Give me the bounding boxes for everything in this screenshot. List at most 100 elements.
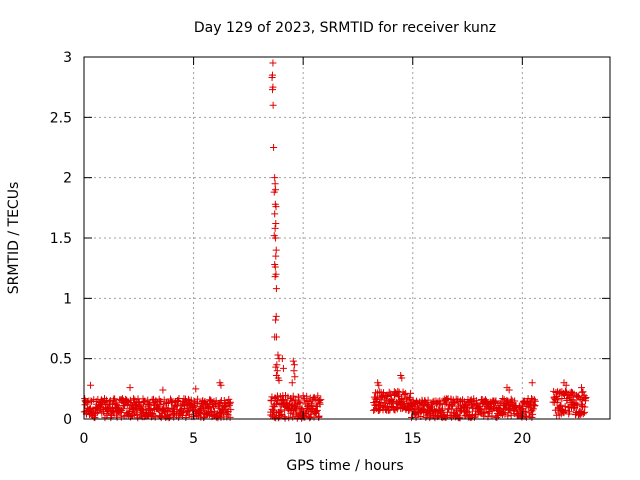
data-point bbox=[528, 395, 536, 403]
data-point bbox=[145, 400, 153, 408]
y-tick-label: 2 bbox=[63, 171, 72, 187]
data-point bbox=[438, 406, 446, 414]
data-point bbox=[289, 357, 297, 365]
data-point bbox=[272, 363, 280, 371]
data-point bbox=[578, 384, 586, 392]
data-point bbox=[226, 398, 234, 406]
data-point bbox=[307, 399, 315, 407]
data-point bbox=[272, 252, 280, 260]
data-point bbox=[288, 379, 296, 387]
data-point bbox=[385, 388, 393, 396]
data-point bbox=[394, 387, 402, 395]
data-point bbox=[566, 408, 574, 416]
data-point bbox=[126, 384, 134, 392]
data-point bbox=[481, 408, 489, 416]
data-point bbox=[450, 399, 458, 407]
data-point bbox=[117, 406, 125, 414]
data-point bbox=[295, 398, 303, 406]
data-point bbox=[398, 395, 406, 403]
x-tick-label: 15 bbox=[404, 431, 422, 447]
data-point bbox=[507, 395, 515, 403]
data-point bbox=[580, 392, 588, 400]
data-point bbox=[528, 379, 536, 387]
data-point bbox=[290, 361, 298, 369]
data-point bbox=[531, 397, 539, 405]
data-point bbox=[268, 74, 276, 82]
data-point bbox=[290, 367, 298, 375]
data-point bbox=[102, 396, 110, 404]
data-point bbox=[272, 246, 280, 254]
data-point bbox=[492, 397, 500, 405]
x-tick-label: 5 bbox=[189, 431, 198, 447]
data-point bbox=[316, 400, 324, 408]
data-point bbox=[278, 355, 286, 363]
data-point bbox=[562, 381, 570, 389]
data-point bbox=[269, 59, 277, 67]
data-point bbox=[123, 397, 131, 405]
data-point bbox=[172, 401, 180, 409]
data-point bbox=[499, 395, 507, 403]
data-point bbox=[272, 203, 280, 211]
data-point bbox=[101, 397, 109, 405]
data-point bbox=[131, 396, 139, 404]
data-point bbox=[226, 413, 234, 421]
data-point bbox=[182, 411, 190, 419]
data-point bbox=[291, 373, 299, 381]
data-point bbox=[152, 397, 160, 405]
data-point bbox=[309, 394, 317, 402]
data-point bbox=[217, 381, 225, 389]
y-tick-label: 2.5 bbox=[50, 110, 72, 126]
data-point bbox=[528, 414, 536, 422]
data-point bbox=[579, 388, 587, 396]
data-point bbox=[117, 413, 125, 421]
data-point bbox=[398, 374, 406, 382]
data-point bbox=[449, 402, 457, 410]
data-point bbox=[271, 224, 279, 232]
data-point bbox=[269, 101, 277, 109]
data-point bbox=[568, 389, 576, 397]
data-point bbox=[275, 376, 283, 384]
data-point bbox=[155, 403, 163, 411]
data-point bbox=[579, 410, 587, 418]
data-point bbox=[226, 399, 234, 407]
data-point bbox=[456, 414, 464, 422]
data-point bbox=[279, 364, 287, 372]
x-tick-label: 20 bbox=[513, 431, 531, 447]
axis-ticks: 0 5 10 15 20 0 0.5 1 1.5 2 2.5 3 bbox=[50, 50, 610, 447]
x-tick-label: 0 bbox=[80, 431, 89, 447]
y-tick-label: 1.5 bbox=[50, 231, 72, 247]
data-point bbox=[272, 285, 280, 293]
y-axis-label: SRMTID / TECUs bbox=[6, 182, 22, 295]
data-point bbox=[554, 396, 562, 404]
data-point bbox=[274, 351, 282, 359]
data-point bbox=[271, 180, 279, 188]
grid bbox=[84, 57, 610, 419]
data-point bbox=[511, 397, 519, 405]
data-point bbox=[112, 401, 120, 409]
data-point bbox=[314, 392, 322, 400]
data-point bbox=[270, 144, 278, 151]
data-point bbox=[465, 408, 473, 416]
data-point bbox=[289, 392, 297, 400]
data-point bbox=[285, 414, 293, 422]
data-point bbox=[271, 273, 279, 281]
data-point bbox=[293, 403, 301, 411]
data-point bbox=[506, 406, 514, 414]
data-point bbox=[375, 381, 383, 389]
data-points bbox=[80, 59, 590, 422]
data-point bbox=[406, 395, 414, 403]
data-point bbox=[272, 312, 280, 320]
data-point bbox=[521, 408, 529, 416]
data-point bbox=[272, 220, 280, 228]
data-point bbox=[317, 396, 325, 404]
data-point bbox=[387, 390, 395, 398]
x-axis-label: GPS time / hours bbox=[286, 458, 403, 474]
data-point bbox=[407, 389, 415, 397]
data-point bbox=[383, 392, 391, 400]
data-point bbox=[159, 386, 167, 394]
y-tick-label: 0.5 bbox=[50, 352, 72, 368]
data-point bbox=[488, 412, 496, 420]
data-point bbox=[389, 397, 397, 405]
data-point bbox=[582, 394, 590, 402]
data-point bbox=[150, 412, 158, 420]
